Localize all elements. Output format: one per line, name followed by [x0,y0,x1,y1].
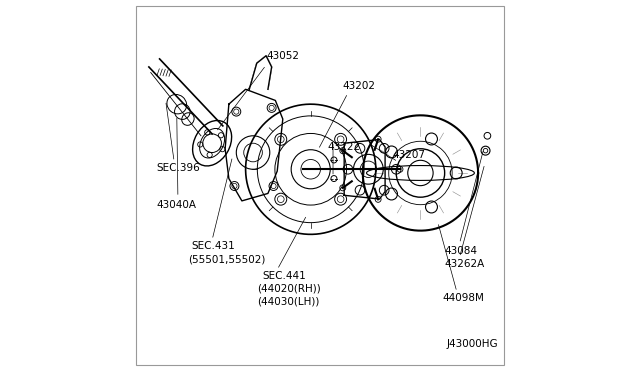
Text: SEC.396: SEC.396 [156,163,200,173]
Text: 43052: 43052 [266,51,299,61]
Text: (55501,55502): (55501,55502) [188,255,266,265]
Text: 43084: 43084 [445,246,477,256]
Text: SEC.441: SEC.441 [262,271,306,281]
Text: 43202: 43202 [342,81,375,91]
Text: (44030(LH)): (44030(LH)) [257,296,319,306]
Text: 44098M: 44098M [443,293,484,303]
Text: 43040A: 43040A [156,200,196,210]
Text: 43222: 43222 [328,142,360,152]
Text: J43000HG: J43000HG [447,339,498,349]
Text: 43262A: 43262A [445,259,485,269]
Text: 43207: 43207 [392,150,426,160]
Text: SEC.431: SEC.431 [191,241,236,251]
Polygon shape [250,56,271,89]
Text: (44020(RH)): (44020(RH)) [257,283,321,294]
